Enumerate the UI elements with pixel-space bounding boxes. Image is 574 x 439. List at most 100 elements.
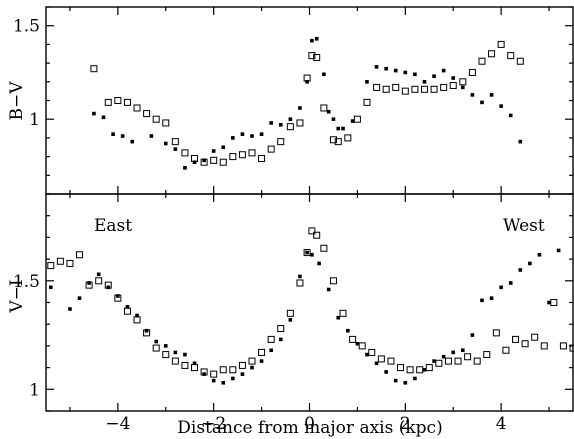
filled-square-point — [432, 74, 436, 78]
open-square-point — [349, 335, 357, 343]
filled-square-point — [183, 352, 187, 357]
filled-square-point — [163, 141, 168, 146]
filled-square-point — [346, 328, 350, 333]
x-tick-label: 2 — [400, 414, 411, 434]
open-square-point — [430, 85, 438, 93]
open-square-point — [56, 257, 64, 265]
open-square-point — [210, 370, 218, 378]
filled-square-point — [314, 36, 319, 41]
filled-square-point — [305, 80, 309, 84]
open-square-point — [123, 98, 131, 106]
filled-square-point — [336, 126, 341, 131]
open-square-point — [516, 57, 524, 65]
filled-square-point — [350, 119, 355, 123]
open-square-point — [162, 119, 170, 127]
open-square-point — [66, 259, 74, 267]
filled-square-point — [547, 300, 551, 305]
open-square-point — [267, 335, 275, 343]
filled-square-point — [211, 149, 216, 153]
filled-square-point — [461, 85, 465, 90]
filled-square-point — [202, 372, 206, 376]
open-square-point — [444, 357, 452, 365]
filled-square-point — [499, 104, 503, 108]
open-square-point — [512, 335, 520, 343]
open-square-point — [425, 364, 433, 372]
filled-square-point — [163, 344, 168, 348]
top-y-axis-title: B−V — [7, 81, 27, 121]
open-square-point — [200, 368, 208, 376]
open-square-point — [133, 104, 141, 112]
filled-square-point — [322, 72, 326, 77]
filled-square-point — [422, 80, 427, 84]
open-square-point — [329, 136, 337, 144]
filled-square-point — [231, 376, 235, 381]
open-square-point — [521, 340, 529, 348]
filled-square-point — [432, 359, 436, 363]
open-square-point — [339, 309, 347, 317]
filled-square-point — [451, 350, 456, 355]
filled-square-point — [192, 160, 197, 165]
open-square-point — [90, 65, 98, 73]
open-square-point — [143, 329, 151, 337]
open-square-point — [454, 357, 462, 365]
open-square-point — [85, 281, 93, 289]
filled-square-point — [336, 315, 341, 320]
open-square-point — [540, 342, 548, 350]
filled-square-point — [288, 117, 293, 121]
open-square-point — [497, 40, 505, 48]
open-square-point — [171, 138, 179, 146]
open-square-point — [303, 249, 311, 257]
open-square-point — [382, 85, 390, 93]
open-square-point — [296, 279, 304, 287]
open-square-point — [76, 251, 84, 259]
open-square-point — [200, 158, 208, 166]
filled-square-point — [374, 361, 379, 366]
filled-square-point — [441, 354, 446, 359]
bottom-panel-ticks — [46, 193, 573, 412]
filled-square-point — [326, 109, 331, 114]
filled-square-point — [310, 38, 314, 43]
filled-square-point — [374, 65, 379, 69]
open-square-point — [531, 333, 539, 341]
filled-square-point — [211, 378, 216, 383]
filled-square-point — [130, 139, 135, 144]
y-tick-label: 1.5 — [13, 272, 40, 292]
filled-square-point — [470, 333, 475, 337]
open-square-point — [449, 82, 457, 90]
filled-square-point — [384, 66, 388, 71]
open-square-point — [248, 357, 256, 365]
filled-square-point — [154, 339, 158, 344]
filled-square-point — [259, 132, 264, 136]
open-square-point — [483, 351, 491, 359]
filled-square-point — [298, 274, 302, 279]
open-square-point — [468, 68, 476, 76]
filled-square-point — [106, 285, 111, 290]
open-square-point — [143, 110, 151, 118]
x-tick-label: 4 — [496, 414, 507, 434]
filled-square-point — [68, 307, 72, 311]
filled-square-point — [120, 134, 125, 138]
filled-square-point — [173, 147, 178, 151]
open-square-point — [114, 97, 122, 104]
west-label: West — [503, 216, 545, 236]
open-square-point — [267, 145, 275, 153]
filled-square-point — [403, 380, 408, 385]
open-square-point — [411, 85, 419, 93]
bottom-panel: 1 1.5 −4 −2 0 2 4 East West V−I Distance from … — [7, 193, 574, 438]
open-square-point — [162, 351, 170, 359]
open-square-point — [435, 359, 443, 367]
open-square-point — [401, 87, 409, 95]
filled-square-point — [518, 268, 523, 272]
filled-square-point — [508, 113, 513, 118]
filled-square-point — [317, 261, 321, 266]
open-square-point — [123, 307, 131, 315]
filled-square-point — [149, 134, 154, 138]
filled-square-point — [518, 139, 523, 144]
open-square-point — [368, 348, 376, 356]
filled-square-point — [422, 367, 427, 372]
open-square-point — [320, 104, 328, 112]
filled-square-point — [403, 70, 408, 75]
filled-square-point — [341, 126, 345, 131]
open-square-point — [313, 231, 321, 239]
